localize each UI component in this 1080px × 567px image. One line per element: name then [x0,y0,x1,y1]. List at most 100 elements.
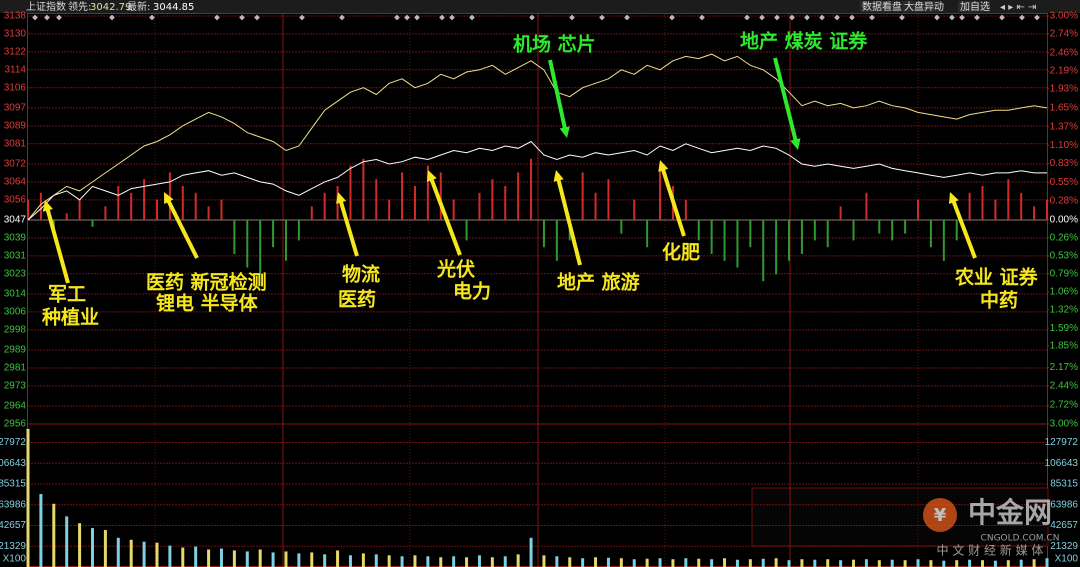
breadth-bar [1020,192,1023,220]
event-marker [449,14,455,21]
breadth-bar [878,220,881,234]
breadth-bar [104,206,107,220]
annotation-arrowhead [553,170,564,182]
y-tick-label: 2973 [4,381,27,392]
y2-tick-label: 1.06% [1050,287,1078,298]
button[interactable] [902,1,942,12]
y-tick-label: 3006 [4,307,27,318]
button[interactable] [860,1,900,12]
volume-bar [993,560,997,567]
volume-bar [735,559,739,567]
y2-tick-label: 0.53% [1050,251,1078,262]
y-tick-label: 3023 [4,268,27,279]
volume-bar [52,503,56,567]
annotation-text: 中药 [980,289,1018,312]
lead-value: 3042.79 [90,2,131,13]
breadth-bar [981,186,984,220]
event-marker [669,14,675,21]
breadth-bar [800,220,803,254]
event-marker [529,14,535,21]
annotation-arrow [338,199,359,257]
y-tick-label: 2989 [4,345,27,356]
volume-bar [890,559,894,567]
y2-tick-label: 1.59% [1050,323,1078,334]
annotation-text: 锂电 半导体 [156,292,259,315]
annotation-text: 地产 旅游 [557,271,640,294]
breadth-bar [284,220,287,261]
annotation-arrowhead [790,138,801,150]
breadth-bar [942,220,945,261]
annotation-arrow [556,177,582,266]
event-marker [869,14,875,21]
breadth-bar [388,199,391,220]
annotation-text: 电力 [453,280,491,303]
volume-bar [503,556,507,567]
annotation-arrow [950,198,977,259]
annotation-text: 机场 芯片 [513,33,596,56]
breadth-bar [426,165,429,220]
watermark-url: CNGOLD.COM.CN [981,534,1060,544]
y-tick-label: 3089 [4,120,27,131]
button-label[interactable]: 数据看盘 [862,0,902,13]
breadth-bar [375,179,378,220]
y-tick-label: 2998 [4,324,27,335]
volume-bar [168,545,172,567]
volume-bar [232,550,236,567]
breadth-bar [207,206,210,220]
event-marker [999,14,1005,21]
breadth-bar [220,199,223,220]
volume-bar [955,560,959,567]
volume-bar [284,551,288,567]
volume-bar [903,560,907,567]
y-tick-label: 127972 [0,437,26,448]
breadth-bar [594,192,597,220]
volume-bar [942,560,946,567]
last-value: 3044.85 [153,2,194,13]
volume-bar [632,559,636,567]
y2-tick-label: 1.37% [1050,121,1078,132]
volume-bar [490,557,494,567]
button-label[interactable]: 加自选 [960,0,990,13]
y2-tick-label: 1.85% [1050,340,1078,351]
y-tick-label: 3122 [4,47,27,58]
breadth-bar [259,220,262,275]
breadth-bar [788,220,791,261]
volume-bar [619,558,623,567]
volume-bar [387,555,391,567]
breadth-bar [491,179,494,220]
y-tick-label: 3072 [4,159,27,170]
volume-bar [529,537,533,567]
breadth-bar [968,192,971,220]
event-marker [744,14,750,21]
y2-tick-label: 0.28% [1050,196,1078,207]
breadth-bar [723,220,726,261]
y-tick-label: 2964 [4,401,27,412]
breadth-bar [994,199,997,220]
volume-bar [826,559,830,567]
breadth-bar [143,179,146,220]
event-marker [44,14,50,21]
volume-bar [155,542,159,567]
y-tick-label: 106643 [1045,458,1079,469]
volume-bar [761,558,765,567]
breadth-bar [194,192,197,220]
lead-label: 领先: [68,0,91,13]
volume-bar [361,553,365,567]
annotation-arrow [428,176,462,256]
watermark-slogan: 中 文 财 经 新 媒 体 [937,543,1044,558]
breadth-bar [633,199,636,220]
volume-bar [852,559,856,567]
button[interactable] [958,1,990,12]
button-label[interactable]: 大盘异动 [904,0,944,13]
breadth-bar [659,165,662,220]
y2-tick-label: 2.72% [1050,400,1078,411]
y-tick-label: 127972 [1045,437,1079,448]
volume-bar [39,494,43,567]
breadth-bar [710,220,713,254]
volume-bar [65,516,69,567]
nav-icons[interactable]: ◂ ▸ ⇤ ⇥ [1000,2,1036,13]
event-marker [899,14,905,21]
breadth-bar [323,192,326,220]
breadth-bar [478,192,481,220]
volume-bar [684,558,688,567]
